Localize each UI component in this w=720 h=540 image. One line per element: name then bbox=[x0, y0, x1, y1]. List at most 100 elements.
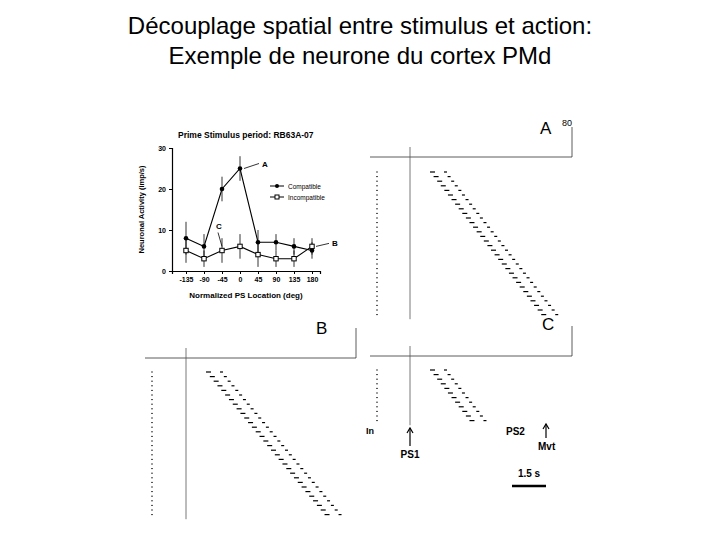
trial-start bbox=[151, 390, 153, 391]
trial-start bbox=[151, 459, 153, 460]
trial-event bbox=[483, 420, 486, 421]
trial-event bbox=[487, 245, 492, 246]
trial-event bbox=[335, 509, 338, 510]
histogram-scale: 80 bbox=[562, 118, 572, 128]
trial-event bbox=[466, 199, 469, 200]
trial-event bbox=[313, 500, 318, 501]
axis-line bbox=[173, 272, 321, 275]
trial-event bbox=[459, 208, 464, 209]
trial-event bbox=[469, 420, 474, 421]
trial-event bbox=[505, 250, 508, 251]
tick-mark bbox=[312, 271, 313, 274]
trial-event bbox=[260, 436, 265, 437]
trial-event bbox=[316, 486, 319, 487]
trial-event bbox=[286, 468, 291, 469]
trial-event bbox=[274, 436, 277, 437]
trial-start bbox=[376, 176, 378, 177]
trial-start bbox=[151, 491, 153, 492]
trial-start bbox=[376, 393, 378, 394]
trial-start bbox=[151, 399, 153, 400]
trial-event bbox=[305, 491, 310, 492]
trial-start bbox=[151, 395, 153, 396]
tick-label: 30 bbox=[158, 145, 166, 152]
trial-event bbox=[458, 388, 461, 389]
trial-event bbox=[221, 390, 226, 391]
histogram-axis bbox=[356, 328, 357, 358]
trial-start bbox=[376, 277, 378, 278]
trial-event bbox=[538, 309, 543, 310]
trial-event bbox=[228, 381, 231, 382]
trial-start bbox=[151, 436, 153, 437]
trial-event bbox=[312, 482, 315, 483]
trial-start bbox=[151, 482, 153, 483]
trial-start bbox=[376, 370, 378, 371]
trial-start bbox=[151, 427, 153, 428]
trial-start bbox=[376, 250, 378, 251]
tick: -45 bbox=[217, 271, 227, 283]
trial-start bbox=[376, 254, 378, 255]
trial-start bbox=[151, 431, 153, 432]
tick-mark bbox=[169, 271, 172, 272]
marker bbox=[310, 244, 314, 248]
trial-event bbox=[466, 217, 471, 218]
trial-event bbox=[495, 254, 500, 255]
tick-label: 90 bbox=[273, 276, 281, 283]
trial-start bbox=[151, 500, 153, 501]
trial-start bbox=[376, 204, 378, 205]
trial-event bbox=[304, 473, 307, 474]
trial-start bbox=[376, 190, 378, 191]
trial-event bbox=[239, 394, 242, 395]
trial-event bbox=[523, 291, 528, 292]
trial-event bbox=[231, 385, 234, 386]
trial-event bbox=[220, 371, 223, 372]
trial-event bbox=[262, 422, 265, 423]
trial-event bbox=[437, 379, 442, 380]
tick: 30 bbox=[158, 145, 172, 152]
annotation-arrow bbox=[218, 233, 222, 247]
trial-event bbox=[448, 176, 451, 177]
marker bbox=[238, 166, 243, 171]
x-axis: -135-90-4504590135180 bbox=[173, 271, 321, 283]
legend: CompatibleIncompatible bbox=[270, 183, 325, 202]
trial-event bbox=[512, 259, 515, 260]
trial-event bbox=[339, 514, 342, 515]
tick-label: 180 bbox=[307, 276, 319, 283]
scale-bar-label: 1.5 s bbox=[518, 468, 541, 479]
trial-start bbox=[151, 445, 153, 446]
trial-start bbox=[376, 185, 378, 186]
trial-start bbox=[376, 374, 378, 375]
trial-event bbox=[279, 459, 284, 460]
trial-start bbox=[376, 181, 378, 182]
trial-start bbox=[151, 487, 153, 488]
trial-event bbox=[275, 454, 280, 455]
trial-start bbox=[151, 376, 153, 377]
marker bbox=[256, 252, 260, 256]
trial-event bbox=[281, 445, 284, 446]
trial-event bbox=[516, 282, 521, 283]
trial-event bbox=[530, 300, 535, 301]
trial-start bbox=[376, 195, 378, 196]
trial-event bbox=[477, 231, 482, 232]
trial-event bbox=[491, 250, 496, 251]
panel-label: B bbox=[316, 319, 327, 338]
trial-event bbox=[469, 222, 474, 223]
trial-start bbox=[376, 282, 378, 283]
trial-event bbox=[237, 408, 242, 409]
y-axis: 0102030 bbox=[158, 145, 172, 275]
trial-start bbox=[376, 416, 378, 417]
trial-event bbox=[244, 417, 249, 418]
annotation-arrow bbox=[244, 164, 259, 169]
trial-start bbox=[151, 514, 153, 515]
trial-start bbox=[376, 245, 378, 246]
trial-start bbox=[151, 381, 153, 382]
trial-start bbox=[376, 310, 378, 311]
marker bbox=[202, 257, 206, 261]
trial-event bbox=[252, 427, 257, 428]
trial-event bbox=[452, 397, 457, 398]
tick: 135 bbox=[289, 271, 301, 283]
tick-label: -135 bbox=[179, 276, 193, 283]
trial-event bbox=[233, 404, 238, 405]
trial-event bbox=[309, 496, 314, 497]
trial-event bbox=[466, 415, 471, 416]
trial-event bbox=[430, 171, 435, 172]
